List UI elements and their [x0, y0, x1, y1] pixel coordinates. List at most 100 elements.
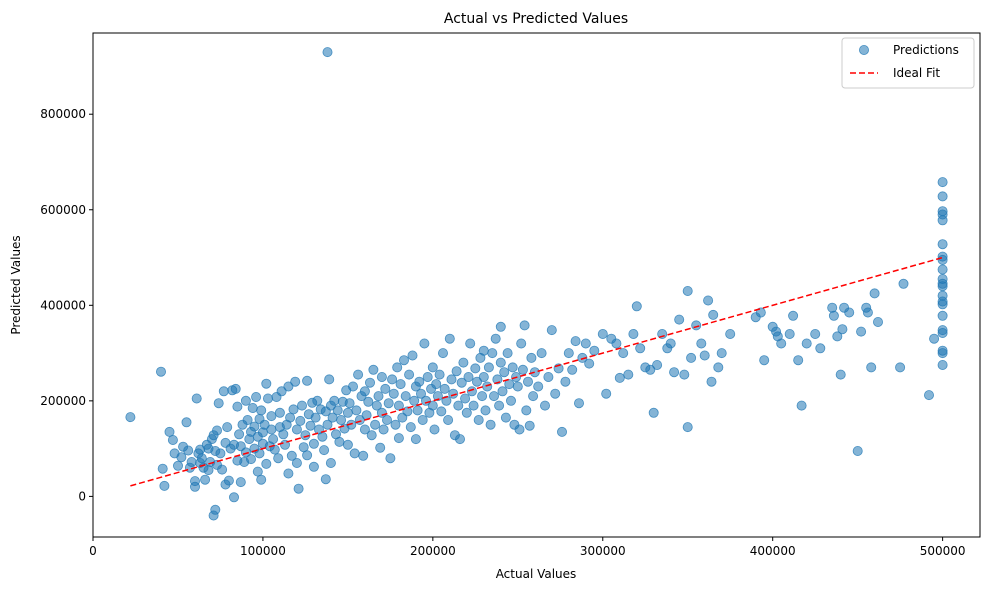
data-point: [546, 325, 557, 336]
data-point: [254, 448, 265, 459]
data-point: [325, 457, 336, 468]
data-point: [420, 395, 431, 406]
plot-area: 0 100000 200000 300000 400000 500000 0 200000 40…: [40, 32, 981, 558]
x-tick-label: 300000: [580, 544, 626, 558]
data-point: [516, 338, 527, 349]
data-point: [577, 352, 588, 363]
data-point: [485, 419, 496, 430]
data-point: [458, 357, 469, 368]
data-point: [441, 395, 452, 406]
data-point: [682, 285, 693, 296]
data-point: [460, 393, 471, 404]
data-point: [648, 407, 659, 418]
y-tick-label: 600000: [40, 203, 86, 217]
data-point: [334, 436, 345, 447]
data-point: [358, 450, 369, 461]
data-point: [392, 362, 403, 373]
data-point: [404, 369, 415, 380]
data-point: [308, 461, 319, 472]
data-point: [483, 362, 494, 373]
data-point: [495, 357, 506, 368]
data-point: [937, 254, 948, 265]
legend: Predictions Ideal Fit: [841, 37, 975, 89]
data-point: [873, 316, 884, 327]
data-point: [342, 407, 353, 418]
data-point: [317, 431, 328, 442]
data-point: [210, 504, 221, 515]
data-point: [295, 415, 306, 426]
data-point: [274, 407, 285, 418]
axes-frame: [92, 32, 981, 538]
data-point: [167, 434, 178, 445]
data-point: [844, 307, 855, 318]
data-point: [570, 336, 581, 347]
data-point: [832, 331, 843, 342]
data-point: [466, 386, 477, 397]
data-point: [490, 333, 501, 344]
data-point: [415, 388, 426, 399]
data-point: [866, 362, 877, 373]
data-point: [376, 371, 387, 382]
data-point: [480, 405, 491, 416]
data-point: [526, 352, 537, 363]
data-point: [929, 333, 940, 344]
data-point: [716, 348, 727, 359]
data-point: [324, 374, 335, 385]
data-point: [242, 414, 253, 425]
data-point: [815, 343, 826, 354]
data-point: [283, 381, 294, 392]
data-point: [370, 419, 381, 430]
data-point: [497, 386, 508, 397]
data-point: [230, 383, 241, 394]
data-point: [409, 395, 420, 406]
data-point: [381, 414, 392, 425]
data-point: [176, 452, 187, 463]
data-point: [550, 388, 561, 399]
data-point: [665, 338, 676, 349]
data-point: [427, 362, 438, 373]
data-point: [512, 381, 523, 392]
data-point: [471, 376, 482, 387]
data-point: [505, 395, 516, 406]
data-point: [395, 379, 406, 390]
data-point: [540, 400, 551, 411]
data-point: [347, 381, 358, 392]
data-point: [478, 345, 489, 356]
data-point: [291, 424, 302, 435]
data-point: [286, 450, 297, 461]
data-point: [635, 343, 646, 354]
data-point: [336, 414, 347, 425]
data-point: [699, 350, 710, 361]
data-point: [796, 400, 807, 411]
data-point: [288, 404, 299, 415]
data-point: [519, 320, 530, 331]
data-point: [346, 419, 357, 430]
data-point: [536, 348, 547, 359]
legend-label-predictions: Predictions: [893, 43, 959, 57]
data-point: [937, 239, 948, 250]
data-point: [691, 320, 702, 331]
data-point: [776, 338, 787, 349]
data-point: [645, 364, 656, 375]
data-point: [431, 379, 442, 390]
data-point: [696, 338, 707, 349]
data-point: [305, 420, 316, 431]
data-point: [674, 314, 685, 325]
data-point: [652, 359, 663, 370]
data-point: [470, 363, 481, 374]
data-point: [390, 419, 401, 430]
data-point: [439, 383, 450, 394]
data-point: [856, 326, 867, 337]
data-point: [159, 480, 170, 491]
data-point: [601, 388, 612, 399]
data-point: [261, 378, 272, 389]
data-point: [290, 376, 301, 387]
data-point: [262, 393, 273, 404]
data-point: [499, 367, 510, 378]
data-point: [366, 430, 377, 441]
chart-title: Actual vs Predicted Values: [444, 11, 628, 27]
data-point: [703, 295, 714, 306]
data-point: [349, 448, 360, 459]
data-point: [507, 362, 518, 373]
data-point: [563, 348, 574, 359]
